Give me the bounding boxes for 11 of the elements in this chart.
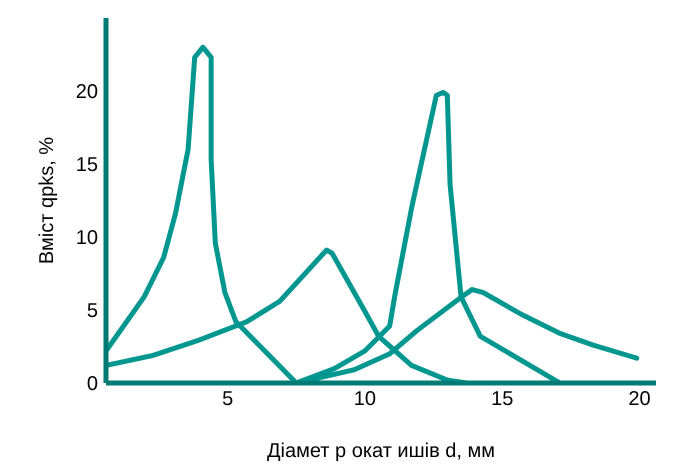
y-tick-label: 0 — [86, 373, 98, 396]
x-axis-title: Діамет р окат ишів d, мм — [266, 440, 496, 462]
x-tick-label: 15 — [491, 388, 514, 410]
y-tick-label: 5 — [86, 300, 98, 322]
y-tick-label: 20 — [76, 81, 98, 104]
x-tick-label: 10 — [354, 388, 376, 410]
y-tick-label: 10 — [76, 227, 98, 250]
y-tick-label: 15 — [76, 154, 98, 176]
x-tick-label: 5 — [222, 388, 234, 410]
x-tick-label: 20 — [628, 388, 651, 410]
y-axis-title: Вміст qpks, % — [36, 136, 58, 264]
